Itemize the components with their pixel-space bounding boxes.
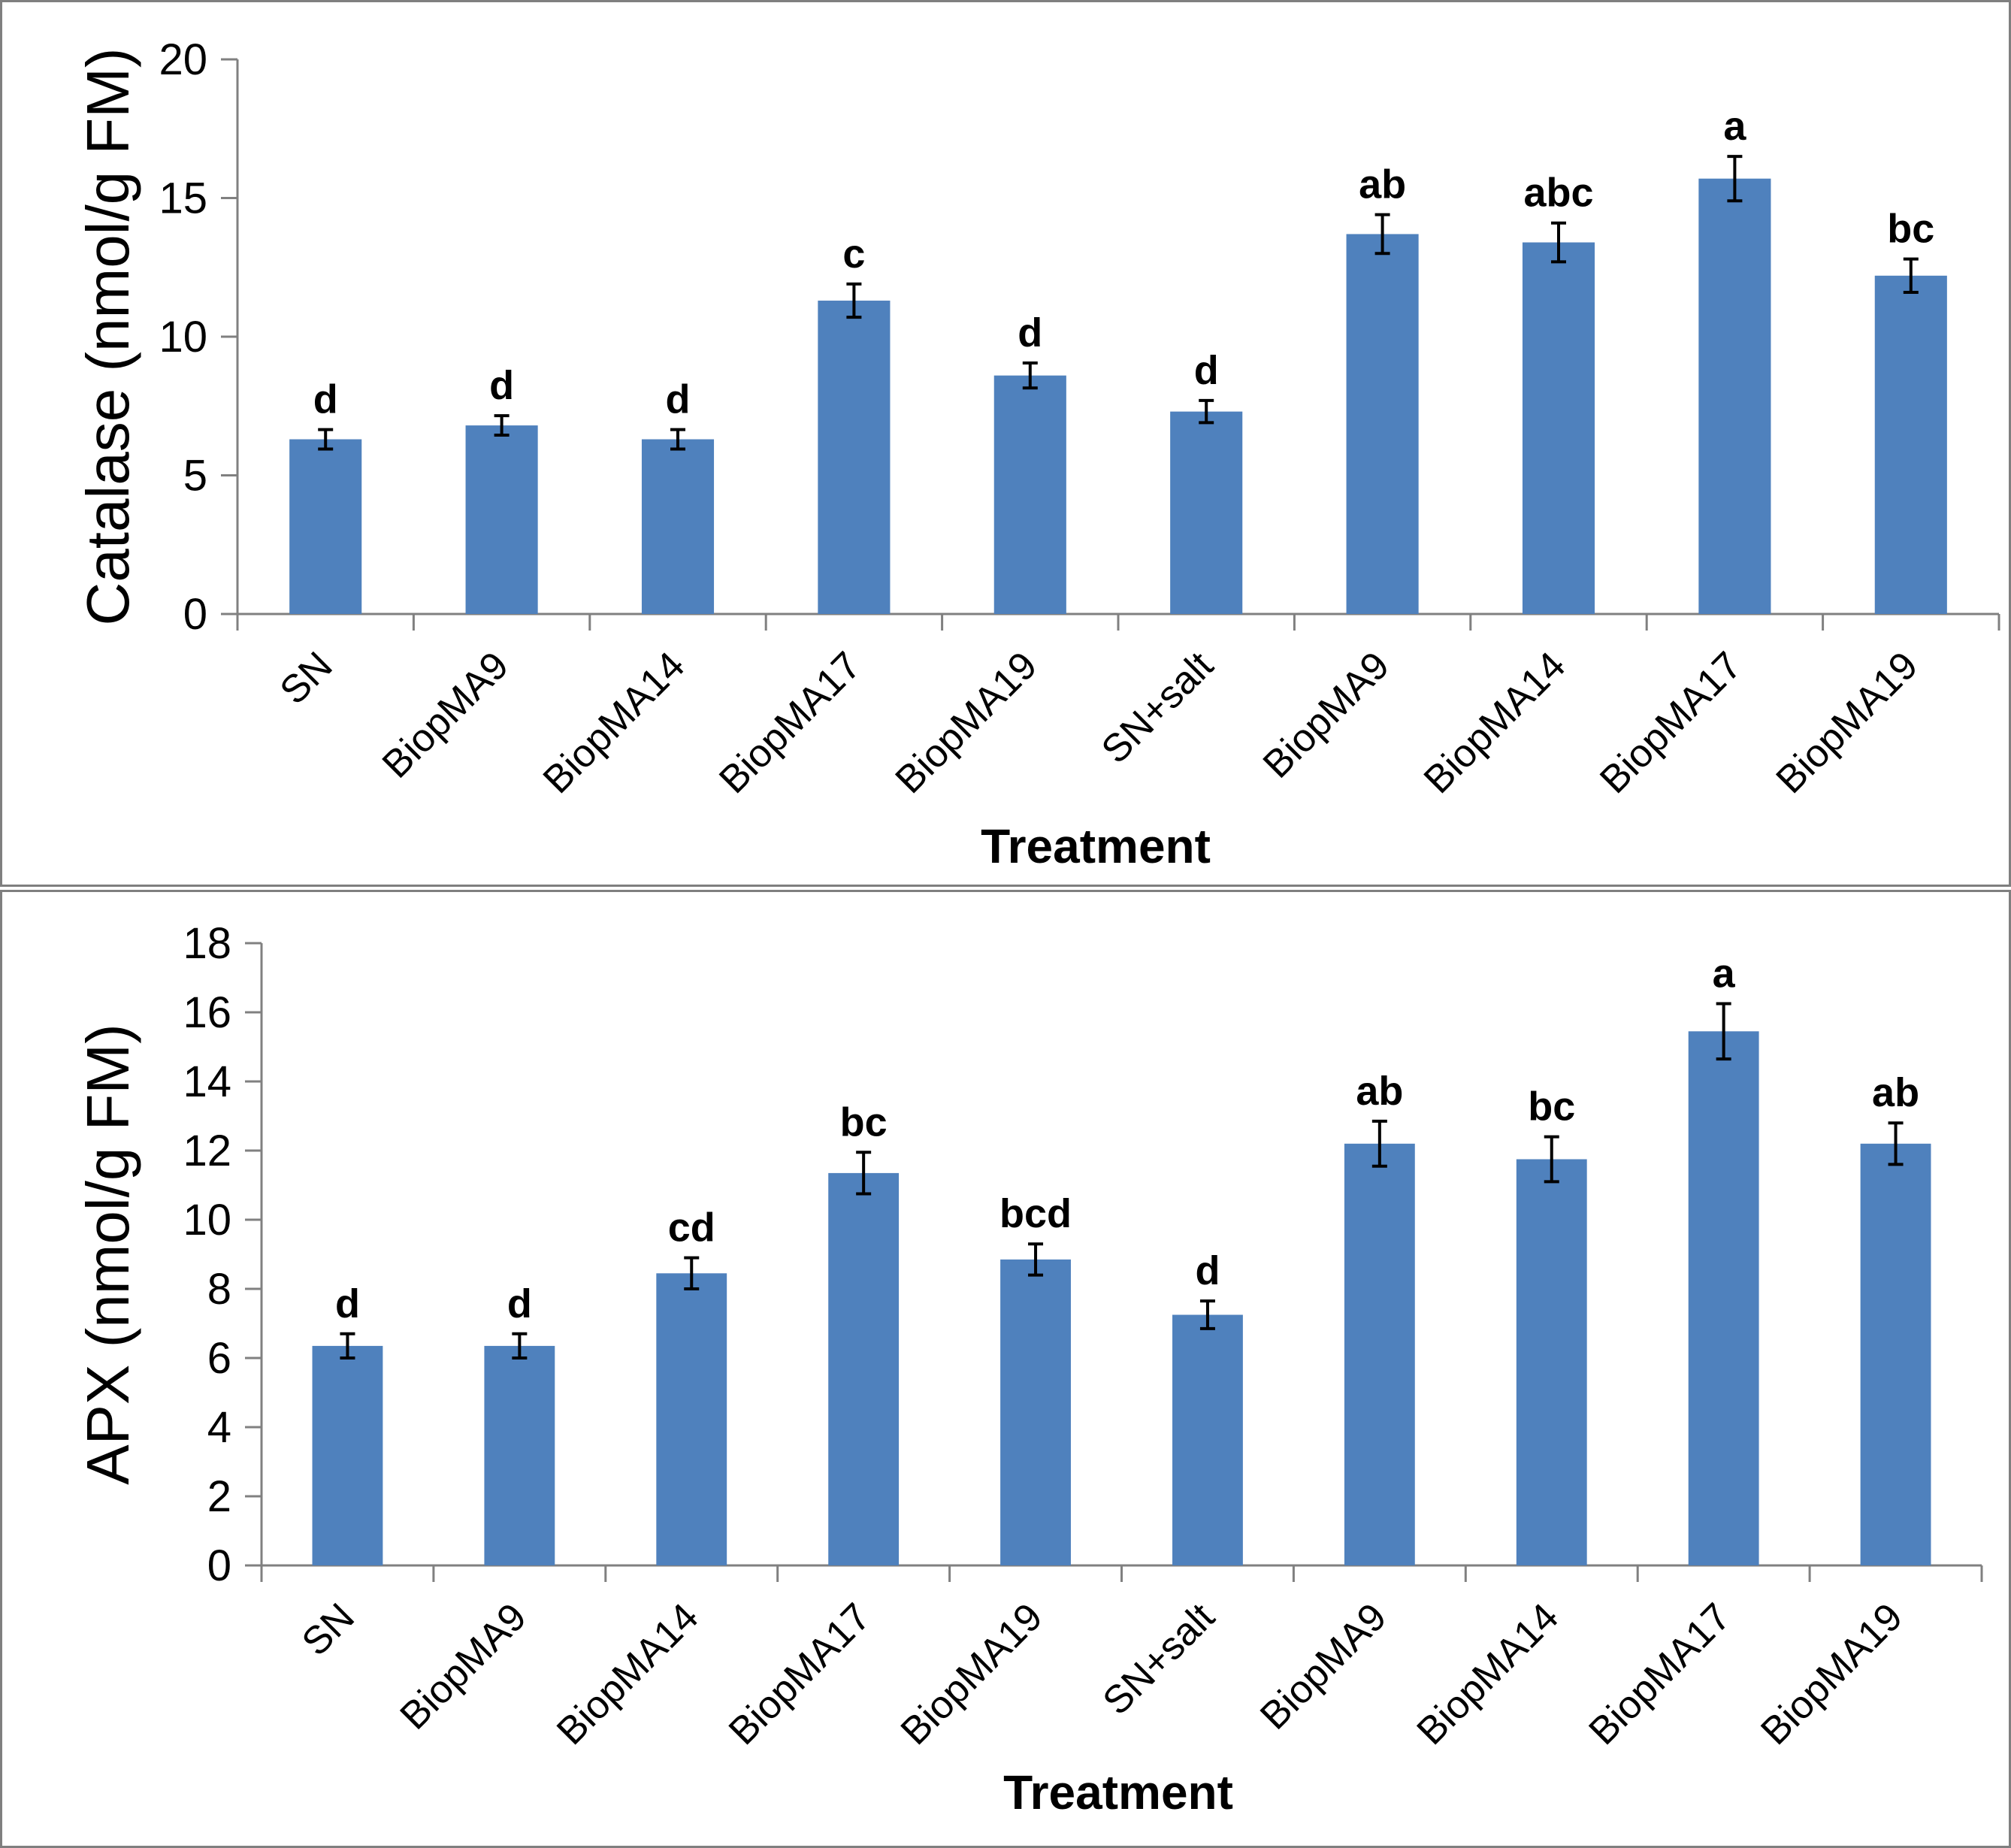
- category-label: BiopMA19: [1752, 1595, 1911, 1753]
- y-tick-label: 5: [183, 452, 207, 501]
- y-axis-title: Catalase (nmol/g FM): [74, 47, 141, 625]
- significance-label: d: [489, 363, 514, 408]
- apx-chart-panel: 0 2 4 6 8 10 12 14 16 18 d SN d BiopMA9 cd BiopMA14 bc Bi…: [0, 890, 2011, 1848]
- significance-label: abc: [1523, 171, 1593, 216]
- category-label: SN+salt: [1093, 643, 1222, 772]
- bar: [1874, 275, 1947, 614]
- significance-label: a: [1723, 104, 1746, 149]
- y-tick-label: 16: [183, 988, 231, 1037]
- significance-label: d: [1018, 310, 1042, 355]
- y-tick-label: 15: [159, 174, 207, 223]
- bar: [1516, 1159, 1587, 1565]
- y-tick-label: 18: [183, 919, 231, 968]
- bar: [993, 375, 1066, 614]
- significance-label: d: [666, 377, 691, 422]
- significance-label: d: [1194, 348, 1219, 393]
- bar: [1170, 411, 1243, 614]
- bar: [1860, 1143, 1931, 1565]
- category-label: SN: [294, 1595, 363, 1664]
- bar: [1172, 1314, 1243, 1565]
- y-tick-label: 14: [183, 1057, 231, 1106]
- y-tick-label: 2: [207, 1472, 231, 1521]
- significance-label: d: [1195, 1248, 1220, 1293]
- bar: [828, 1172, 900, 1565]
- significance-label: a: [1713, 951, 1736, 997]
- bar: [465, 425, 538, 614]
- significance-label: bc: [1887, 207, 1934, 252]
- significance-label: bcd: [999, 1191, 1072, 1236]
- y-tick-label: 0: [207, 1541, 231, 1590]
- category-label: BiopMA9: [1255, 643, 1398, 786]
- significance-label: bc: [1528, 1084, 1575, 1130]
- category-label: BiopMA19: [1768, 643, 1927, 802]
- category-label: SN+salt: [1095, 1595, 1223, 1723]
- significance-label: ab: [1356, 1069, 1403, 1114]
- bar: [818, 301, 891, 614]
- significance-label: ab: [1872, 1070, 1919, 1115]
- catalase-chart-panel: 0 5 10 15 20 d SN d BiopMA9 d BiopMA14 c BiopMA17 d Bi…: [0, 0, 2011, 887]
- bar: [641, 439, 715, 614]
- category-label: BiopMA17: [1580, 1595, 1739, 1753]
- catalase-chart: 0 5 10 15 20 d SN d BiopMA9 d BiopMA14 c BiopMA17 d Bi…: [74, 35, 2000, 873]
- significance-label: c: [842, 231, 865, 277]
- category-label: BiopMA14: [1409, 1595, 1568, 1753]
- category-label: BiopMA14: [535, 643, 694, 802]
- significance-label: bc: [840, 1099, 888, 1145]
- bar: [1346, 234, 1419, 614]
- significance-label: cd: [668, 1205, 715, 1251]
- bar: [484, 1345, 555, 1565]
- category-label: BiopMA19: [888, 643, 1046, 802]
- bar: [1000, 1259, 1071, 1565]
- x-axis-title: Treatment: [1003, 1765, 1233, 1819]
- category-label: BiopMA14: [1416, 643, 1574, 802]
- category-label: BiopMA17: [1592, 643, 1750, 802]
- category-label: SN: [272, 643, 341, 712]
- y-tick-label: 4: [207, 1403, 231, 1452]
- bar: [656, 1273, 727, 1565]
- category-label: BiopMA19: [893, 1595, 1051, 1753]
- category-label: BiopMA9: [1252, 1595, 1395, 1738]
- significance-label: d: [313, 377, 338, 422]
- category-label: BiopMA14: [549, 1595, 707, 1753]
- bar: [1344, 1143, 1415, 1565]
- y-tick-label: 20: [159, 35, 207, 84]
- apx-chart: 0 2 4 6 8 10 12 14 16 18 d SN d BiopMA9 cd BiopMA14 bc Bi…: [74, 919, 1983, 1819]
- significance-label: d: [507, 1281, 532, 1326]
- category-label: BiopMA17: [711, 643, 869, 802]
- category-label: BiopMA9: [374, 643, 517, 786]
- significance-label: d: [335, 1281, 360, 1326]
- y-tick-label: 10: [183, 1196, 231, 1245]
- y-tick-label: 10: [159, 313, 207, 361]
- y-tick-label: 6: [207, 1334, 231, 1383]
- category-label: BiopMA9: [392, 1595, 535, 1738]
- y-tick-label: 0: [183, 590, 207, 639]
- bar: [1698, 178, 1771, 615]
- y-axis-title: APX (nmol/g FM): [74, 1024, 141, 1484]
- x-axis-title: Treatment: [981, 819, 1211, 873]
- bar: [312, 1345, 383, 1565]
- significance-label: ab: [1359, 162, 1406, 207]
- category-label: BiopMA17: [721, 1595, 879, 1753]
- bar: [1688, 1031, 1759, 1565]
- y-tick-label: 8: [207, 1265, 231, 1314]
- y-tick-label: 12: [183, 1127, 231, 1175]
- bar: [1522, 242, 1595, 614]
- bar: [289, 439, 362, 614]
